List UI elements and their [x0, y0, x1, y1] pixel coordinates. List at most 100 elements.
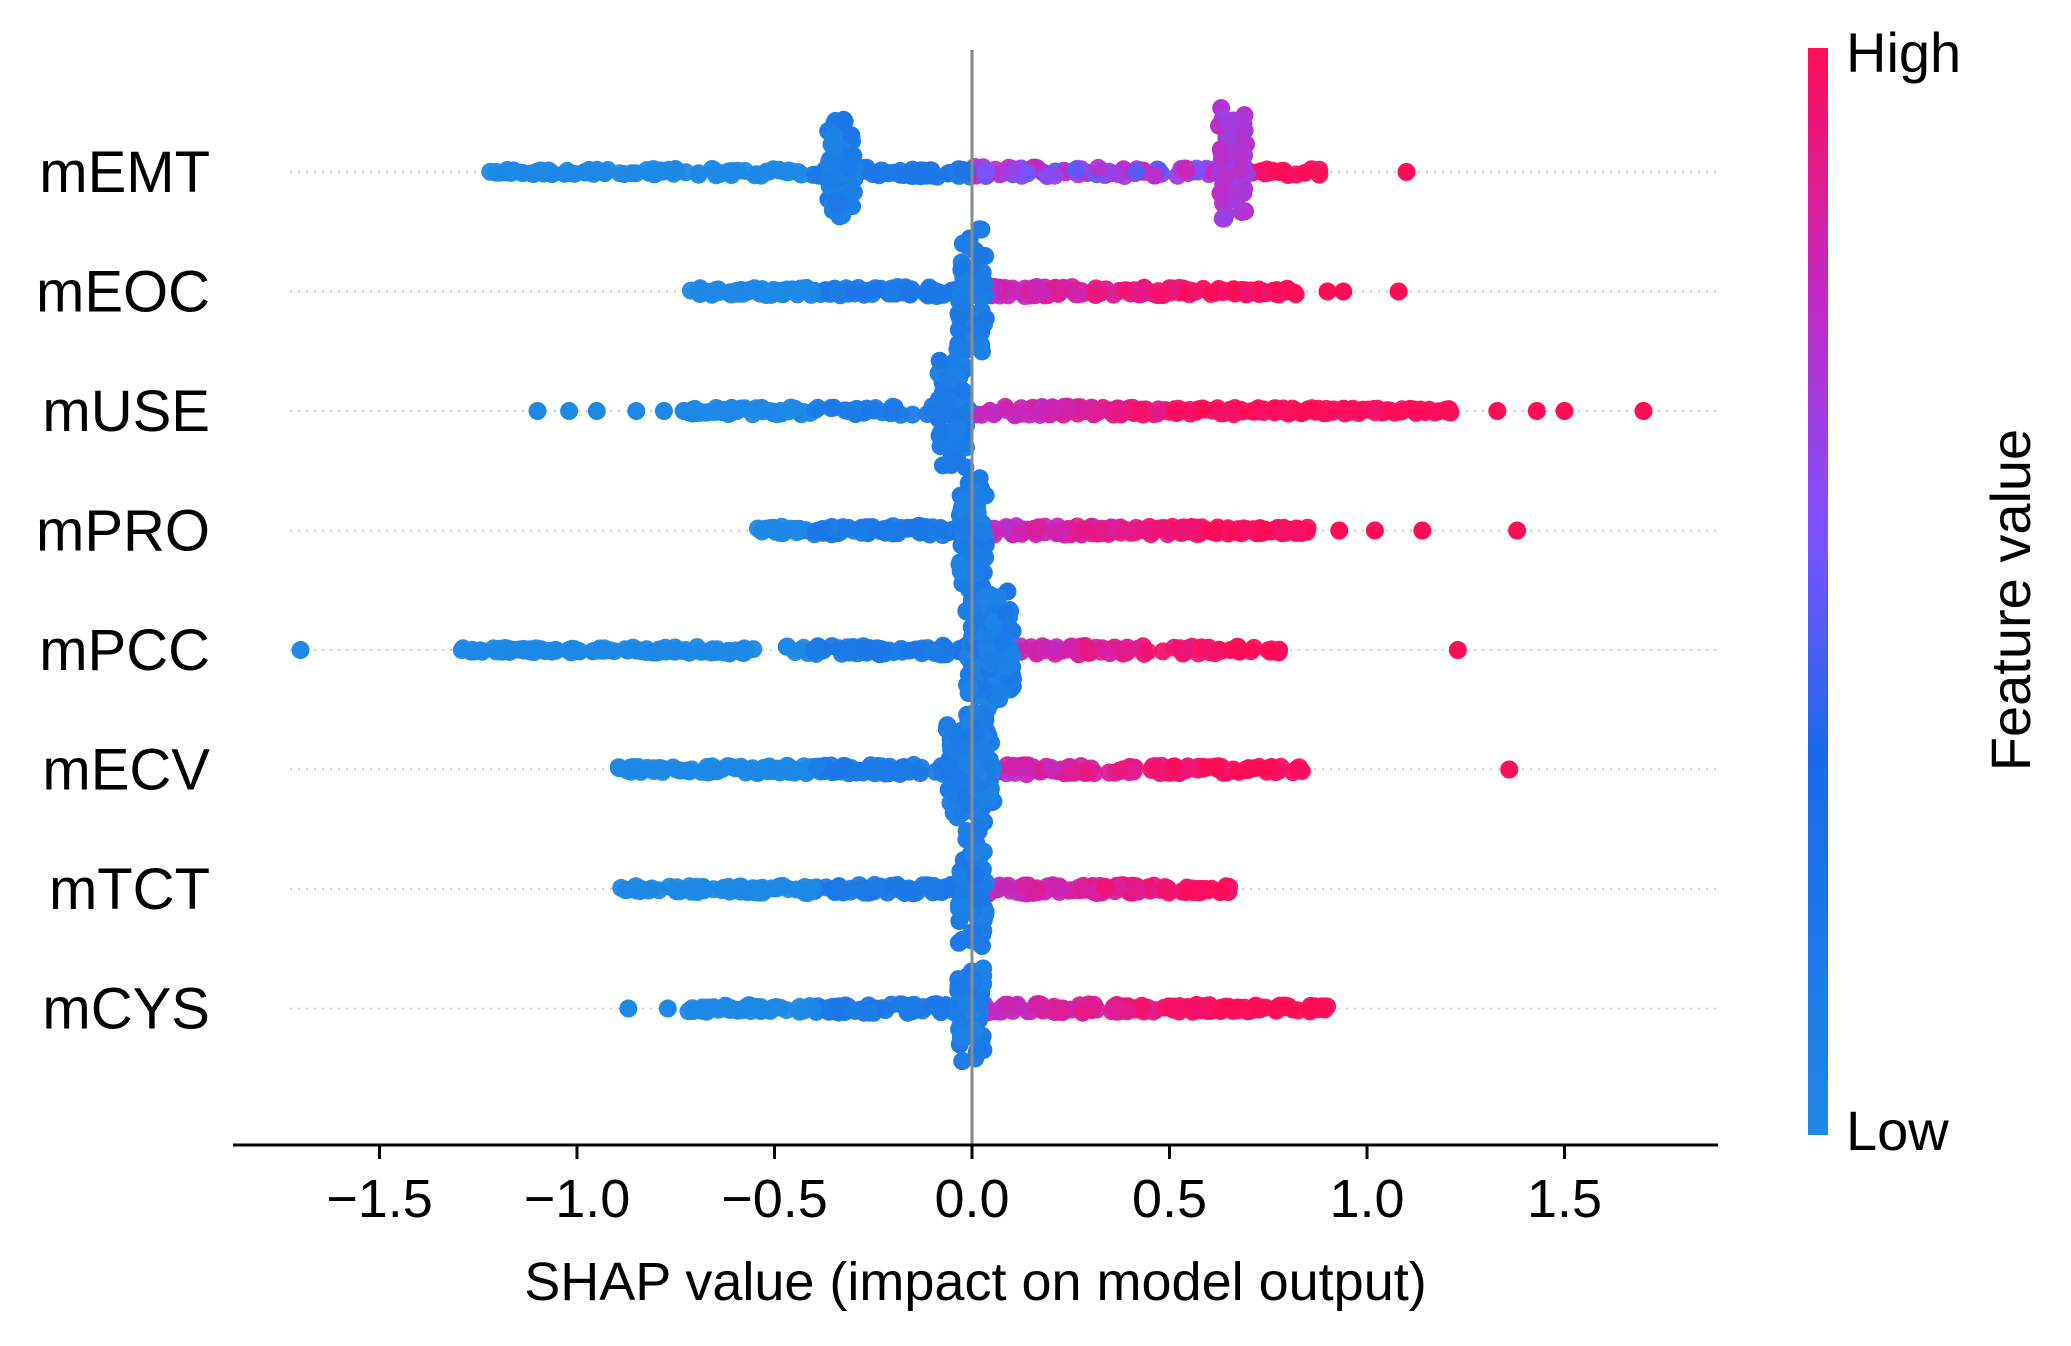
dot — [1003, 646, 1022, 665]
x-tick-label: 1.0 — [1329, 1169, 1404, 1229]
dot — [1132, 996, 1151, 1015]
dot — [949, 320, 968, 339]
dot-outlier — [658, 999, 677, 1018]
dot — [1068, 285, 1087, 304]
dot — [1221, 401, 1240, 420]
dot — [965, 561, 984, 580]
dot — [1295, 163, 1314, 182]
dot-outlier — [627, 402, 646, 420]
dot — [503, 162, 522, 181]
feature-label-mPRO: mPRO — [36, 499, 210, 564]
dot — [1064, 763, 1082, 782]
dot — [842, 126, 861, 145]
dot-outlier — [654, 402, 673, 420]
dot — [610, 164, 629, 183]
series-mTCT — [612, 822, 1239, 955]
dot-outlier — [587, 402, 606, 420]
dot — [1138, 642, 1157, 661]
dot — [1005, 406, 1024, 425]
dot — [777, 637, 796, 656]
dot — [740, 281, 759, 299]
dot — [1038, 167, 1057, 186]
dot — [1156, 881, 1175, 900]
dot — [735, 639, 754, 658]
dot — [1086, 404, 1105, 423]
dot — [922, 996, 941, 1015]
dot-outlier — [1413, 521, 1432, 540]
dot — [1186, 282, 1205, 301]
dot — [964, 972, 983, 991]
dot — [956, 458, 975, 477]
dot — [1146, 166, 1165, 185]
dot — [904, 995, 923, 1014]
dot — [1061, 637, 1080, 656]
x-tick-label: 0.5 — [1132, 1169, 1207, 1229]
dot — [974, 959, 993, 978]
dot — [845, 401, 864, 420]
dot — [1211, 140, 1230, 159]
x-axis-title: SHAP value (impact on model output) — [524, 1252, 1426, 1312]
dot — [718, 757, 737, 776]
dot-outlier — [1500, 760, 1519, 779]
dot — [923, 883, 942, 902]
dot — [691, 403, 710, 422]
dot — [1206, 644, 1225, 663]
dot — [901, 285, 920, 304]
dot — [976, 486, 995, 505]
x-tick-label: −1.0 — [524, 1169, 631, 1229]
dot — [948, 367, 966, 386]
dot — [650, 759, 669, 777]
dot — [1381, 401, 1400, 420]
dot — [1215, 209, 1234, 228]
dot — [982, 651, 1001, 670]
dot — [931, 519, 950, 537]
dot — [1000, 618, 1019, 637]
dot — [824, 398, 843, 417]
dot — [464, 642, 483, 661]
colorbar-low-label: Low — [1846, 1099, 1949, 1162]
dot — [835, 112, 854, 131]
dot — [1118, 638, 1137, 657]
dot — [813, 520, 832, 538]
dot — [1270, 996, 1289, 1015]
dot — [887, 763, 906, 782]
series-mEOC — [681, 220, 1408, 361]
dot — [1066, 160, 1085, 179]
dot — [631, 881, 650, 900]
dot-outlier — [291, 641, 310, 659]
dot — [1089, 158, 1108, 177]
series-mECV — [609, 703, 1519, 841]
dot — [754, 758, 773, 777]
dot — [1178, 757, 1197, 776]
dot — [1272, 402, 1291, 421]
dot — [581, 161, 600, 180]
series-mPCC — [291, 582, 1467, 730]
dot — [757, 162, 776, 181]
dot — [722, 285, 741, 304]
dot — [1238, 284, 1257, 303]
dot-outlier — [1389, 282, 1408, 301]
colorbar-gradient — [1808, 48, 1828, 1135]
dot-outlier — [1318, 282, 1337, 301]
dot — [998, 995, 1017, 1014]
dot — [916, 517, 935, 536]
dot — [846, 1001, 865, 1020]
colorbar-title: Feature value — [1979, 429, 2042, 771]
dot — [953, 1051, 972, 1070]
dot — [514, 641, 533, 660]
dot — [979, 789, 998, 808]
series-mCYS — [619, 959, 1337, 1071]
dot — [1043, 398, 1062, 417]
dot — [1179, 639, 1197, 658]
dot — [952, 866, 971, 885]
dot — [790, 997, 809, 1016]
dot — [1271, 162, 1290, 181]
x-tick-label: −1.5 — [326, 1169, 433, 1229]
dot — [1416, 403, 1434, 421]
dot — [989, 588, 1007, 607]
dot-outlier — [560, 402, 579, 420]
dot — [1142, 760, 1161, 779]
dot — [705, 403, 724, 422]
dot — [1096, 878, 1115, 896]
dot — [834, 756, 853, 775]
